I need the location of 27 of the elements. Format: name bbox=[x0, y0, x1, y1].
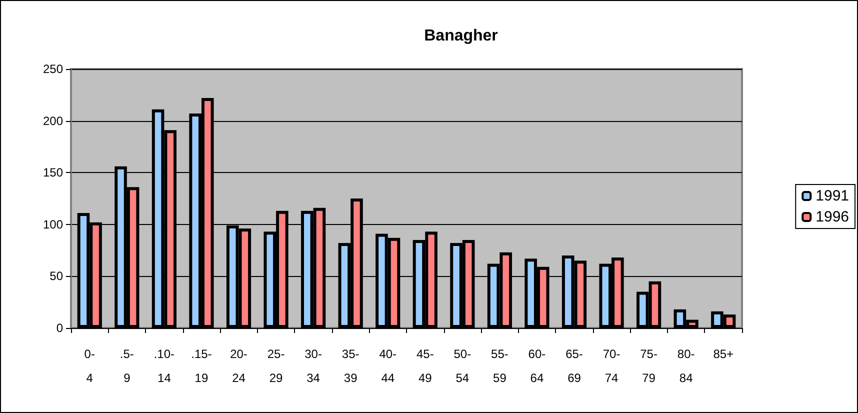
x-tick-label: 60-64 bbox=[528, 347, 546, 385]
x-tick-label: 35-39 bbox=[342, 347, 360, 385]
x-tick-label: .10-14 bbox=[154, 347, 175, 385]
y-tick-label: 200 bbox=[42, 114, 64, 128]
x-tick-label: 80-84 bbox=[677, 347, 695, 385]
y-tick-label: 0 bbox=[56, 321, 64, 335]
chart-title: Banagher bbox=[424, 28, 498, 44]
x-tick-label: 0-4 bbox=[84, 347, 95, 385]
x-tick-label: 45-49 bbox=[416, 347, 434, 385]
x-tick-label: 20-24 bbox=[230, 347, 248, 385]
x-tick-label: .5-9 bbox=[120, 347, 134, 385]
x-tick-label: 50-54 bbox=[454, 347, 472, 385]
legend-label: 1996 bbox=[816, 208, 850, 226]
x-tick-label: 75-79 bbox=[640, 347, 658, 385]
x-tick-label: 40-44 bbox=[379, 347, 397, 385]
x-tick-label: 30-34 bbox=[304, 347, 322, 385]
y-tick-label: 250 bbox=[42, 62, 64, 76]
y-tick-label: 150 bbox=[42, 166, 64, 180]
x-tick-label: 70-74 bbox=[602, 347, 620, 385]
legend-label: 1991 bbox=[816, 188, 850, 204]
x-tick-label: .15-19 bbox=[191, 347, 212, 385]
x-tick-label: 85+ bbox=[713, 347, 734, 361]
y-tick-label: 100 bbox=[42, 217, 64, 232]
y-tick-label: 50 bbox=[50, 269, 64, 284]
x-tick-label: 25-29 bbox=[267, 347, 285, 385]
x-tick-label: 55-59 bbox=[491, 347, 508, 385]
x-tick-label: 65-69 bbox=[566, 347, 583, 385]
